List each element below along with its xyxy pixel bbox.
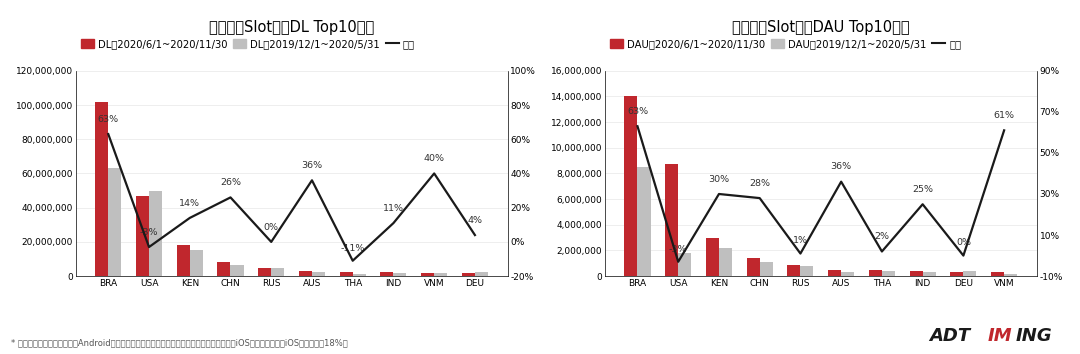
Text: 36%: 36% — [301, 161, 323, 170]
Text: -3%: -3% — [669, 245, 688, 253]
Text: 36%: 36% — [831, 162, 852, 171]
Bar — [230, 265, 243, 276]
Bar — [637, 167, 650, 276]
Bar — [719, 248, 732, 276]
Text: ADT: ADT — [929, 327, 970, 345]
Text: 61%: 61% — [994, 111, 1014, 120]
Bar — [963, 271, 976, 276]
Bar — [108, 169, 121, 276]
Bar — [922, 272, 935, 276]
Text: 1%: 1% — [793, 236, 808, 245]
Text: 4%: 4% — [468, 216, 483, 225]
Bar — [624, 97, 637, 276]
Title: 多个题材Slot游戏DL Top10地区: 多个题材Slot游戏DL Top10地区 — [208, 20, 375, 35]
Bar — [380, 272, 393, 276]
Legend: DL：2020/6/1~2020/11/30, DL：2019/12/1~2020/5/31, 环比: DL：2020/6/1~2020/11/30, DL：2019/12/1~202… — [81, 39, 415, 49]
Text: 0%: 0% — [956, 238, 971, 247]
Bar — [950, 272, 963, 276]
Title: 多个题材Slot游戏DAU Top10地区: 多个题材Slot游戏DAU Top10地区 — [732, 20, 909, 35]
Bar — [462, 273, 475, 276]
Bar — [909, 271, 922, 276]
Bar — [340, 272, 353, 276]
Text: ING: ING — [1016, 327, 1053, 345]
Text: 30%: 30% — [708, 175, 729, 184]
Bar — [678, 253, 691, 276]
Text: 11%: 11% — [383, 204, 404, 213]
Legend: DAU：2020/6/1~2020/11/30, DAU：2019/12/1~2020/5/31, 环比: DAU：2020/6/1~2020/11/30, DAU：2019/12/1~2… — [610, 39, 961, 49]
Bar — [95, 102, 108, 276]
Bar — [475, 272, 488, 276]
Bar — [299, 271, 312, 276]
Bar — [149, 190, 162, 276]
Bar — [991, 272, 1004, 276]
Bar — [800, 266, 813, 276]
Bar — [882, 271, 895, 276]
Bar — [271, 268, 284, 276]
Bar — [190, 251, 203, 276]
Text: -3%: -3% — [139, 228, 159, 237]
Text: -11%: -11% — [340, 244, 365, 252]
Bar — [841, 272, 854, 276]
Text: 28%: 28% — [750, 179, 770, 188]
Text: IM: IM — [988, 327, 1012, 345]
Bar — [759, 262, 772, 276]
Text: 63%: 63% — [97, 115, 119, 124]
Text: 25%: 25% — [913, 185, 933, 194]
Bar — [393, 273, 406, 276]
Text: 40%: 40% — [423, 154, 445, 163]
Bar — [217, 262, 230, 276]
Bar — [136, 196, 149, 276]
Bar — [353, 274, 366, 276]
Text: * 数据说明：由于中国市场的Android渠道复杂，故本报告中，所有中国市场相关数据，仅代表iOS市场。另：中国iOS的占比仅为18%。: * 数据说明：由于中国市场的Android渠道复杂，故本报告中，所有中国市场相关… — [11, 338, 348, 347]
Text: 0%: 0% — [264, 223, 279, 232]
Text: 14%: 14% — [179, 199, 200, 208]
Bar — [177, 245, 190, 276]
Bar — [869, 270, 882, 276]
Bar — [746, 258, 759, 276]
Bar — [706, 238, 719, 276]
Bar — [828, 270, 841, 276]
Text: 26%: 26% — [220, 178, 241, 187]
Bar — [434, 273, 447, 276]
Bar — [421, 273, 434, 276]
Bar — [787, 264, 800, 276]
Bar — [1004, 274, 1017, 276]
Text: 2%: 2% — [875, 232, 890, 241]
Bar — [312, 272, 325, 276]
Text: 63%: 63% — [626, 107, 648, 116]
Bar — [258, 268, 271, 276]
Bar — [665, 165, 678, 276]
